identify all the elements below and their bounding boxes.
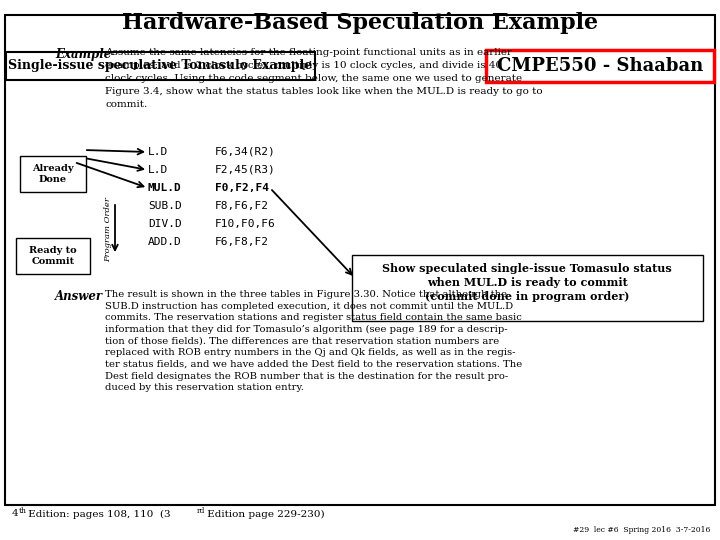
Text: 4: 4 [12, 510, 19, 518]
Text: ADD.D: ADD.D [148, 237, 181, 247]
FancyBboxPatch shape [6, 52, 315, 80]
Text: F2,45(R3): F2,45(R3) [215, 165, 276, 175]
FancyBboxPatch shape [486, 50, 714, 82]
Text: th: th [19, 507, 27, 515]
Text: DIV.D: DIV.D [148, 219, 181, 229]
Text: Figure 3.4, show what the status tables look like when the MUL.D is ready to go : Figure 3.4, show what the status tables … [105, 87, 543, 96]
Text: Program Order: Program Order [104, 198, 112, 262]
Text: (commit done in program order): (commit done in program order) [425, 291, 629, 302]
Text: commit.: commit. [105, 100, 148, 109]
Text: Example: Example [55, 48, 112, 61]
Text: Single-issue speculative Tomasulo Example: Single-issue speculative Tomasulo Exampl… [9, 59, 312, 72]
Text: Edition: pages 108, 110  (3: Edition: pages 108, 110 (3 [25, 509, 171, 518]
Text: Assume the same latencies for the floating-point functional units as in earlier: Assume the same latencies for the floati… [105, 48, 512, 57]
Text: L.D: L.D [148, 147, 168, 157]
FancyBboxPatch shape [20, 156, 86, 192]
Text: Hardware-Based Speculation Example: Hardware-Based Speculation Example [122, 12, 598, 34]
Text: CMPE550 - Shaaban: CMPE550 - Shaaban [497, 57, 703, 75]
Text: Edition page 229-230): Edition page 229-230) [204, 509, 325, 518]
Text: examples: add is 2 clock cycles, multiply is 10 clock cycles, and divide is 40: examples: add is 2 clock cycles, multipl… [105, 61, 502, 70]
Text: Ready to
Commit: Ready to Commit [30, 246, 77, 266]
Text: L.D: L.D [148, 165, 168, 175]
Text: F8,F6,F2: F8,F6,F2 [215, 201, 269, 211]
Text: Show speculated single-issue Tomasulo status: Show speculated single-issue Tomasulo st… [382, 263, 672, 274]
Text: #29  lec #6  Spring 2016  3-7-2016: #29 lec #6 Spring 2016 3-7-2016 [572, 526, 710, 534]
Text: Already
Done: Already Done [32, 164, 73, 184]
Text: Answer: Answer [55, 290, 103, 303]
Text: when MUL.D is ready to commit: when MUL.D is ready to commit [427, 277, 627, 288]
FancyBboxPatch shape [352, 255, 703, 321]
Text: F10,F0,F6: F10,F0,F6 [215, 219, 276, 229]
Text: MUL.D: MUL.D [148, 183, 181, 193]
Text: F6,F8,F2: F6,F8,F2 [215, 237, 269, 247]
Text: SUB.D: SUB.D [148, 201, 181, 211]
Text: F6,34(R2): F6,34(R2) [215, 147, 276, 157]
Text: clock cycles. Using the code segment below, the same one we used to generate: clock cycles. Using the code segment bel… [105, 74, 522, 83]
Text: The result is shown in the three tables in Figure 3.30. Notice that although the: The result is shown in the three tables … [105, 290, 522, 393]
FancyBboxPatch shape [16, 238, 90, 274]
Text: F0,F2,F4: F0,F2,F4 [215, 183, 269, 193]
Text: rd: rd [197, 507, 205, 515]
FancyBboxPatch shape [5, 15, 715, 505]
